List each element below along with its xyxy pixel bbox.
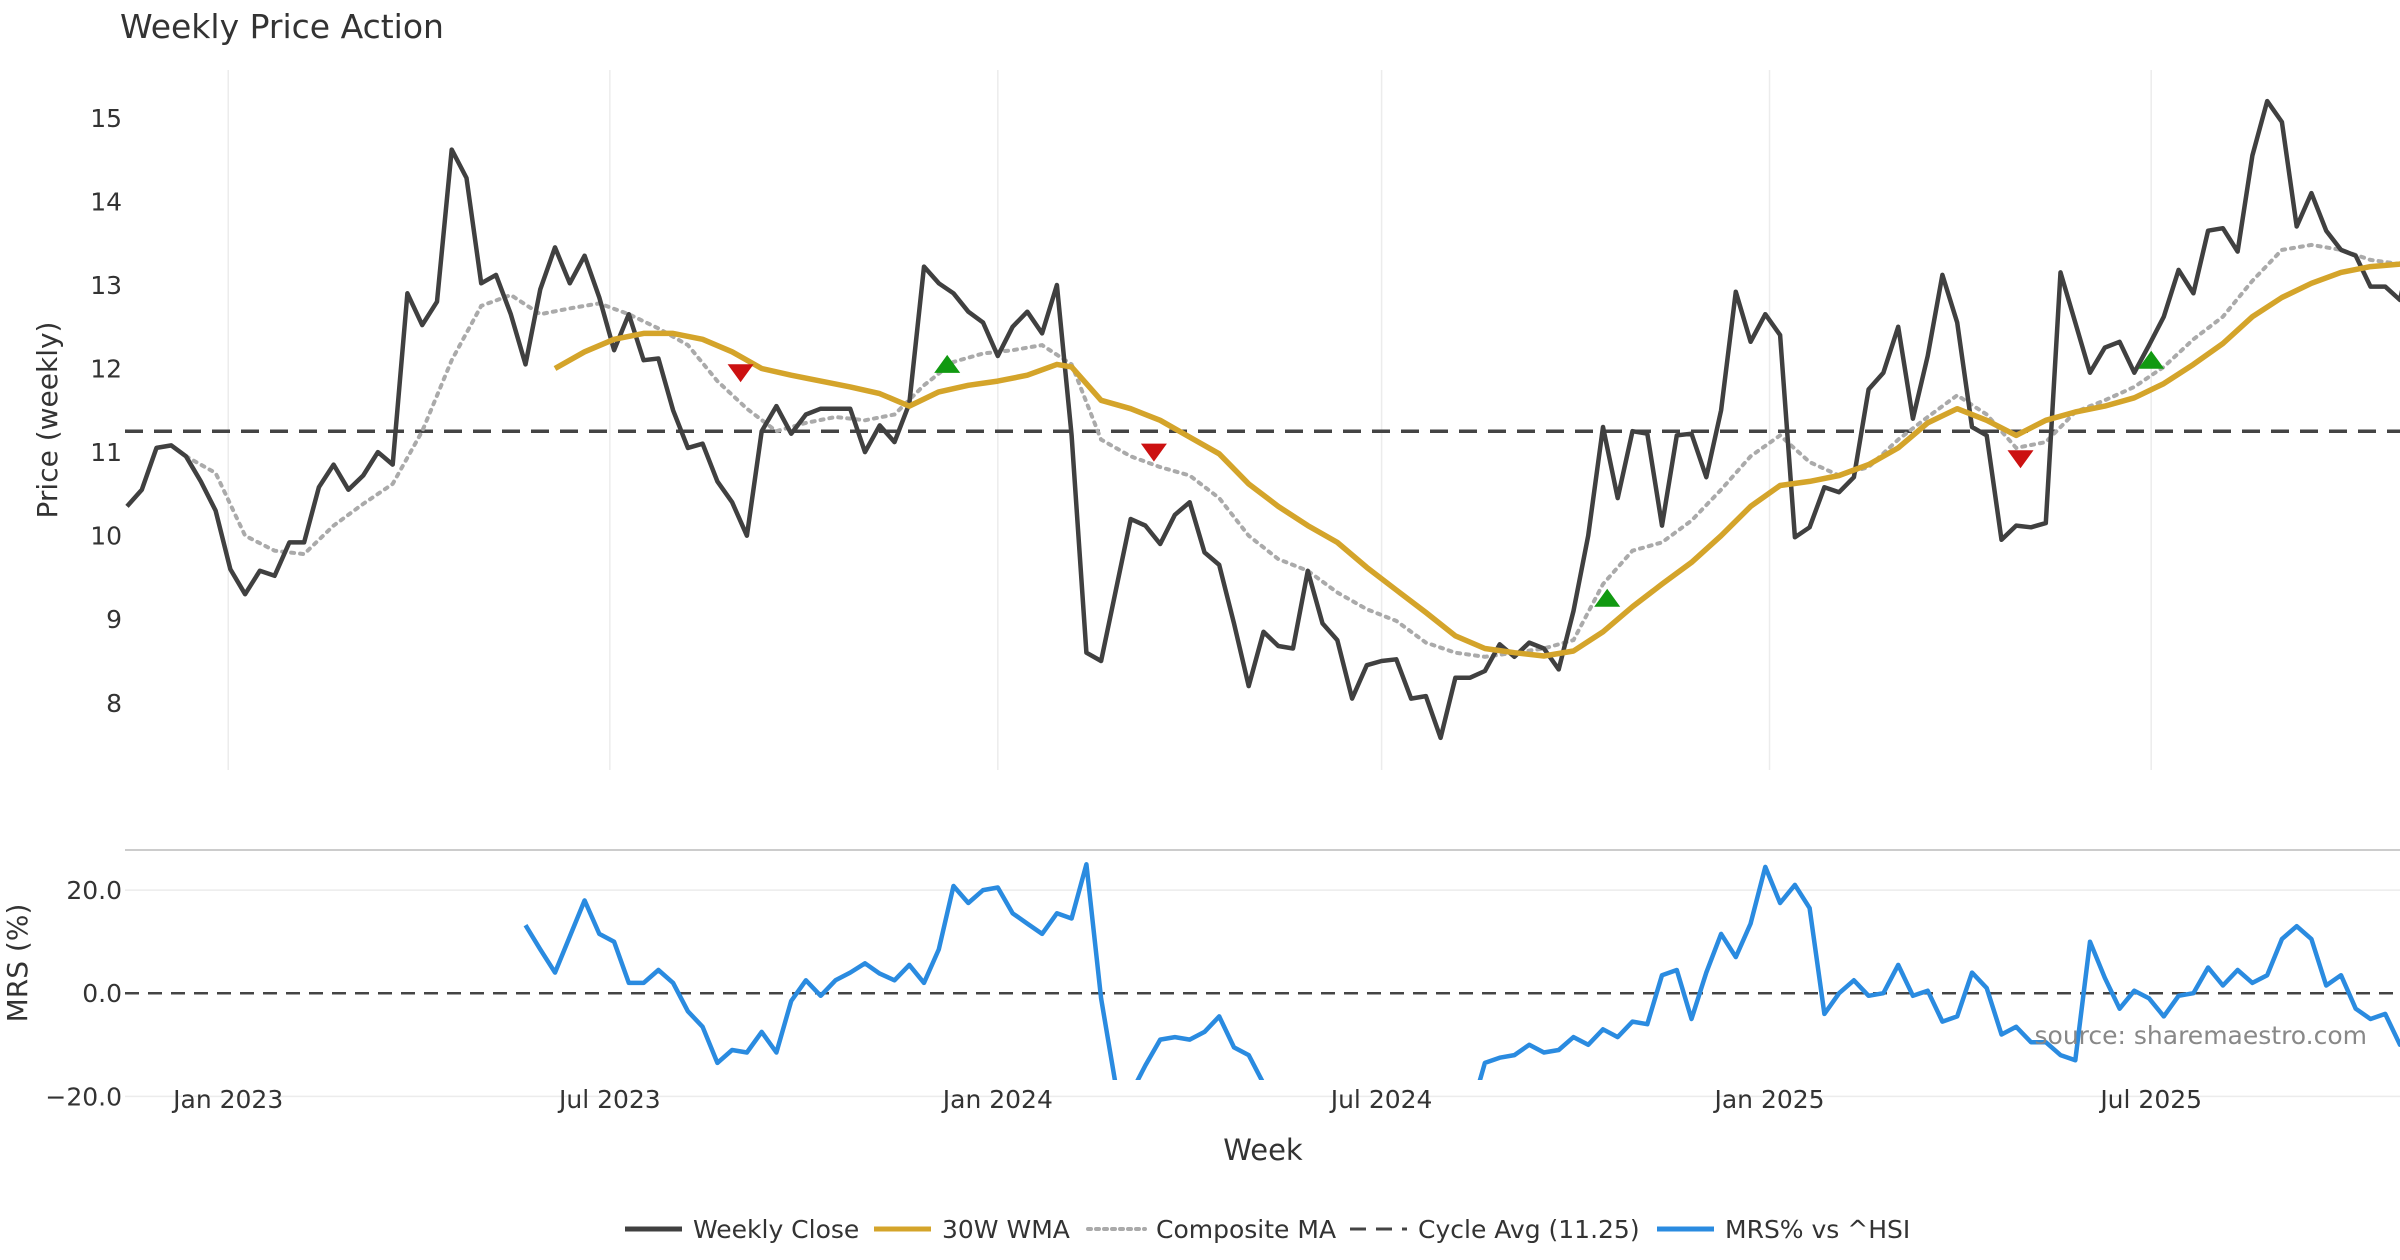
- mrs-y-tick-label: 20.0: [66, 876, 122, 905]
- x-tick-label: Jul 2023: [557, 1085, 661, 1114]
- series-30w-wma: [553, 261, 2400, 659]
- legend-label: 30W WMA: [942, 1215, 1070, 1244]
- x-axis-label: Week: [1223, 1133, 1303, 1167]
- x-tick-label: Jul 2024: [1329, 1085, 1433, 1114]
- legend: Weekly Close 30W WMA Composite MA Cycle …: [625, 1215, 1910, 1244]
- y-tick-label: 8: [106, 689, 122, 718]
- y-tick-label: 10: [90, 522, 122, 551]
- legend-label: Weekly Close: [693, 1215, 859, 1244]
- y-tick-label: 12: [90, 355, 122, 384]
- legend-item-composite-ma: Composite MA: [1086, 1215, 1336, 1244]
- mrs-axis-label: MRS (%): [1, 904, 34, 1023]
- legend-label: MRS% vs ^HSI: [1725, 1215, 1910, 1244]
- legend-label: Cycle Avg (11.25): [1418, 1215, 1640, 1244]
- y-tick-label: 13: [90, 271, 122, 300]
- legend-item-weekly-close: Weekly Close: [625, 1215, 859, 1244]
- source-text: source: sharemaestro.com: [2035, 1021, 2368, 1050]
- x-tick-label: Jan 2023: [171, 1085, 283, 1114]
- sell-signal-marker: [2007, 450, 2034, 469]
- x-tick-label: Jan 2025: [1712, 1085, 1824, 1114]
- mrs-y-tick-label: −20.0: [45, 1082, 122, 1111]
- sell-signal-marker: [1140, 443, 1167, 462]
- mrs-y-tick-label: 0.0: [82, 979, 122, 1008]
- y-tick-label: 9: [106, 605, 122, 634]
- buy-signal-marker: [2138, 350, 2165, 369]
- buy-signal-marker: [1594, 588, 1621, 607]
- y-tick-label: 15: [90, 104, 122, 133]
- x-tick-label: Jul 2025: [2098, 1085, 2202, 1114]
- x-tick-label: Jan 2024: [941, 1085, 1053, 1114]
- buy-signal-marker: [934, 354, 961, 373]
- legend-label: Composite MA: [1156, 1215, 1336, 1244]
- y-tick-label: 14: [90, 187, 122, 216]
- chart-title: Weekly Price Action: [120, 7, 444, 46]
- series-mrs: [523, 862, 2400, 1080]
- sell-signal-marker: [727, 364, 754, 383]
- legend-item-cycle-avg: Cycle Avg (11.25): [1350, 1215, 1640, 1244]
- y-tick-label: 11: [90, 438, 122, 467]
- series-composite-ma: [184, 242, 2400, 659]
- legend-item-30w-wma: 30W WMA: [874, 1215, 1070, 1244]
- legend-item-mrs: MRS% vs ^HSI: [1657, 1215, 1910, 1244]
- price-axis-label: Price (weekly): [31, 322, 64, 519]
- series-weekly-close: [125, 98, 2400, 741]
